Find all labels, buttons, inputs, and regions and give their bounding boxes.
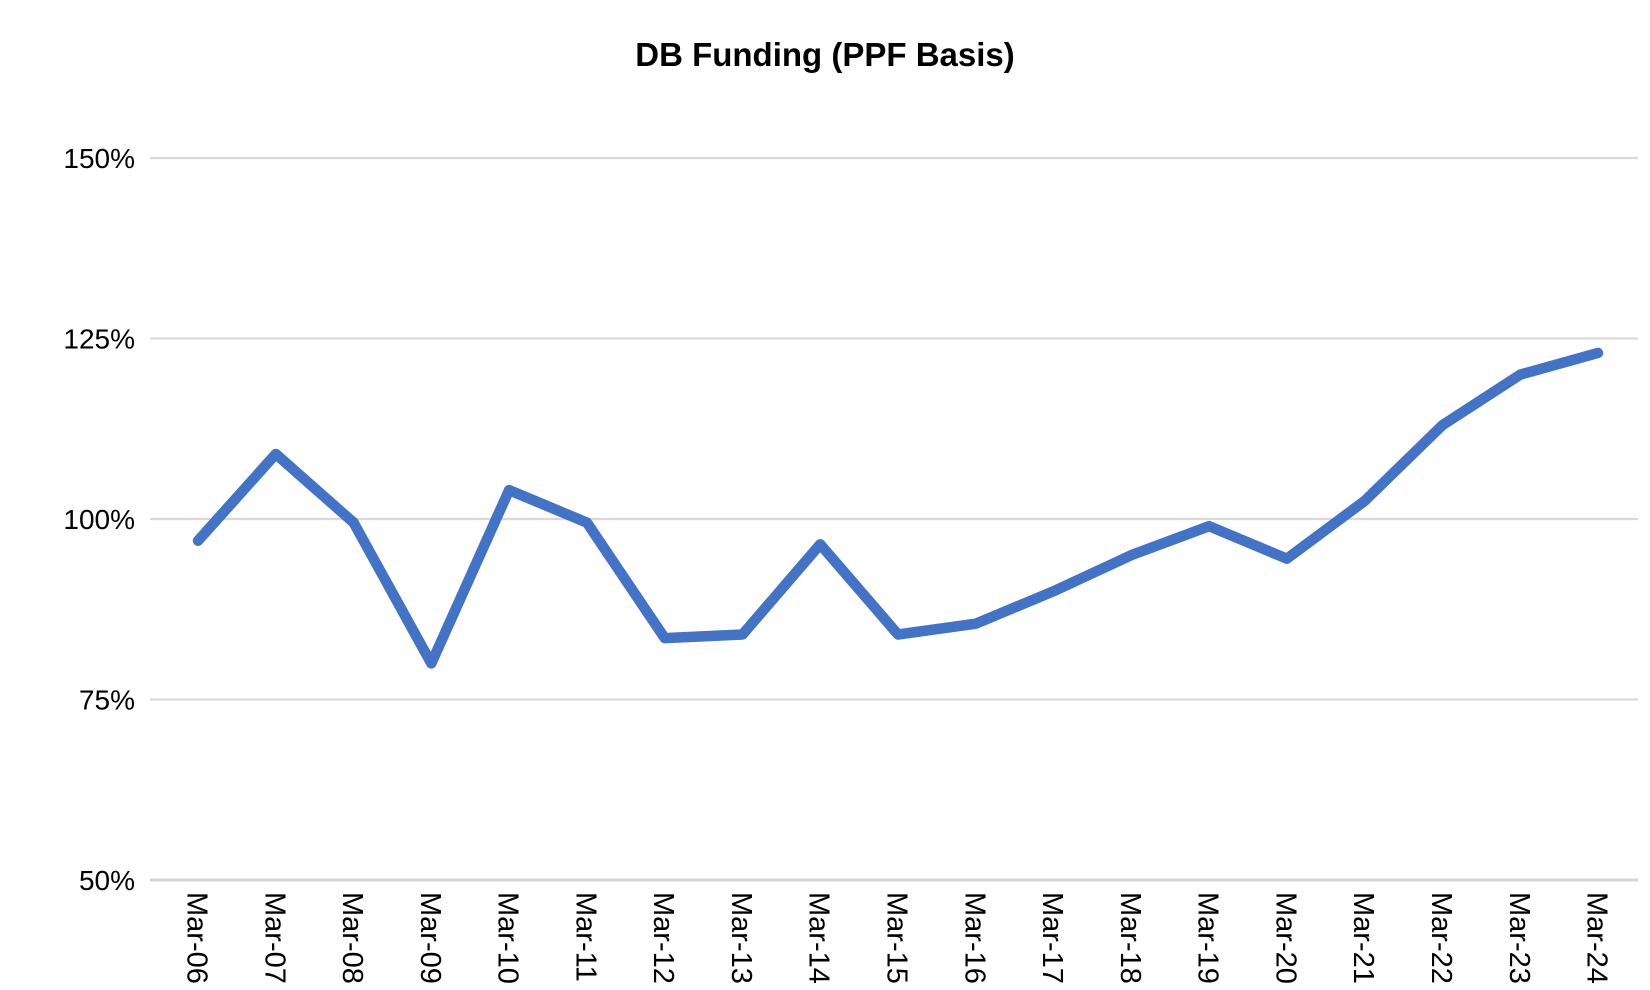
x-tick-label: Mar-20 <box>1269 892 1301 984</box>
x-tick-label: Mar-09 <box>414 892 446 984</box>
x-tick-label: Mar-17 <box>1036 892 1068 984</box>
x-tick-label: Mar-08 <box>336 892 368 984</box>
x-tick-label: Mar-07 <box>258 892 290 984</box>
x-tick-label: Mar-23 <box>1503 892 1535 984</box>
chart-title: DB Funding (PPF Basis) <box>635 36 1015 73</box>
y-tick-label: 75% <box>79 685 135 716</box>
x-tick-label: Mar-14 <box>803 892 835 984</box>
x-tick-label: Mar-12 <box>647 892 679 984</box>
series-line <box>192 347 1604 669</box>
x-tick-label: Mar-06 <box>181 892 213 984</box>
x-tick-label: Mar-21 <box>1347 892 1379 984</box>
x-tick-label: Mar-15 <box>881 892 913 984</box>
x-tick-label: Mar-16 <box>958 892 990 984</box>
x-tick-label: Mar-10 <box>492 892 524 984</box>
x-tick-label: Mar-18 <box>1114 892 1146 984</box>
y-tick-label: 150% <box>63 143 135 174</box>
y-tick-label: 100% <box>63 504 135 535</box>
x-tick-label: Mar-11 <box>569 892 601 982</box>
x-tick-label: Mar-19 <box>1192 892 1224 984</box>
y-tick-label: 50% <box>79 865 135 896</box>
y-tick-label: 125% <box>63 324 135 355</box>
x-tick-label: Mar-24 <box>1581 892 1613 984</box>
x-tick-label: Mar-13 <box>725 892 757 984</box>
x-tick-label: Mar-22 <box>1425 892 1457 984</box>
